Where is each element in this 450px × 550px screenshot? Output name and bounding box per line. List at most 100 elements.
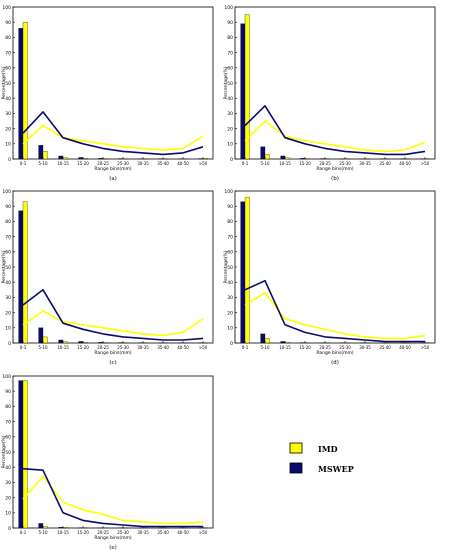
y-tick-label: 60 <box>227 250 233 256</box>
x-tick-label: 25-30 <box>117 530 129 535</box>
x-tick-label: >50 <box>199 161 208 166</box>
x-tick-label: >50 <box>199 530 208 535</box>
bar-mswep <box>260 333 266 344</box>
line-mswep <box>244 279 425 343</box>
bar-imd <box>202 158 208 160</box>
x-tick-label: 15-20 <box>299 345 311 350</box>
x-tick-label: 40-50 <box>177 530 189 535</box>
bar-imd <box>42 336 48 344</box>
x-tick-label: 35-40 <box>379 161 391 166</box>
plot-frame <box>12 6 214 160</box>
y-tick-label: 90 <box>5 389 11 395</box>
panel-b: 0 10 20 30 40 50 60 70 80 90 100 Percentage(%) 0-1 5-… <box>223 5 436 182</box>
y-tick-label: 80 <box>227 219 233 225</box>
bar-mswep <box>98 342 104 344</box>
x-tick-label: 35-40 <box>157 530 169 535</box>
y-tick-label: 70 <box>5 234 11 240</box>
y-tick-label: 20 <box>5 495 11 501</box>
y-axis-label: Percentage(%) <box>223 66 229 99</box>
y-tick-label: 70 <box>5 419 11 425</box>
bar-imd <box>82 158 88 160</box>
x-axis-label: Range bins(mm) <box>94 166 132 172</box>
plot-frame <box>234 6 436 160</box>
y-tick-label: 100 <box>2 374 11 380</box>
y-tick-label: 40 <box>227 280 233 286</box>
y-tick-label: 20 <box>227 310 233 316</box>
x-tick-label: 40-50 <box>399 345 411 350</box>
bar-imd <box>22 22 28 160</box>
x-tick-label: 10-15 <box>279 345 291 350</box>
x-tick-label: 15-20 <box>77 345 89 350</box>
y-axis-label: Percentage(%) <box>223 250 229 283</box>
bar-mswep <box>240 201 246 344</box>
y-axis-label: Percentage(%) <box>1 435 7 468</box>
bar-imd <box>284 157 290 160</box>
y-tick-label: 50 <box>5 265 11 271</box>
y-tick-label: 80 <box>5 219 11 225</box>
x-tick-label: 5-10 <box>260 345 270 350</box>
y-tick-label: 90 <box>227 204 233 210</box>
bar-mswep <box>18 210 24 344</box>
y-tick-label: 10 <box>5 511 11 517</box>
y-tick-label: 50 <box>5 81 11 87</box>
bar-imd <box>42 526 48 529</box>
panel-c: 0 10 20 30 40 50 60 70 80 90 100 Percentage(%) 0-1 5-… <box>1 189 214 366</box>
x-tick-label: 35-40 <box>379 345 391 350</box>
x-tick-label: 0-1 <box>20 530 27 535</box>
y-tick-label: 100 <box>2 5 11 11</box>
bar-imd <box>42 151 48 160</box>
x-tick-label: 10-15 <box>57 530 69 535</box>
panel-d: 0 10 20 30 40 50 60 70 80 90 100 Percentage(%) 0-1 5-… <box>223 189 436 366</box>
y-tick-label: 90 <box>5 20 11 26</box>
bar-mswep <box>78 157 84 160</box>
x-tick-label: 25-30 <box>117 345 129 350</box>
y-tick-label: 20 <box>227 126 233 132</box>
plot-frame <box>12 190 214 344</box>
y-tick-label: 0 <box>8 157 11 163</box>
y-tick-label: 30 <box>5 111 11 117</box>
y-tick-label: 50 <box>227 265 233 271</box>
x-tick-label: >50 <box>199 345 208 350</box>
x-tick-label: 5-10 <box>38 530 48 535</box>
x-tick-label: 20-25 <box>97 345 109 350</box>
x-axis-label: Range bins(mm) <box>94 535 132 541</box>
bar-mswep <box>98 158 104 160</box>
x-tick-label: 40-50 <box>399 161 411 166</box>
y-tick-label: 0 <box>8 526 11 532</box>
x-tick-label: 0-1 <box>20 161 27 166</box>
y-axis-label: Percentage(%) <box>1 66 7 99</box>
legend-swatch-mswep <box>289 462 303 474</box>
bar-mswep <box>300 158 306 160</box>
y-tick-label: 0 <box>8 341 11 347</box>
y-tick-label: 30 <box>5 295 11 301</box>
bar-mswep <box>18 380 24 529</box>
y-tick-label: 0 <box>230 341 233 347</box>
y-tick-label: 60 <box>5 66 11 72</box>
line-mswep <box>22 111 204 156</box>
line-imd <box>22 310 204 337</box>
y-tick-label: 50 <box>5 450 11 456</box>
x-tick-label: 25-30 <box>339 345 351 350</box>
y-tick-label: 40 <box>5 96 11 102</box>
line-imd <box>22 475 204 525</box>
legend-label-imd: IMD <box>318 444 338 454</box>
y-tick-label: 0 <box>230 157 233 163</box>
panel-caption: (a) <box>109 175 117 182</box>
x-axis-label: Range bins(mm) <box>316 350 354 356</box>
y-tick-label: 100 <box>224 189 233 195</box>
y-tick-label: 20 <box>5 310 11 316</box>
x-tick-label: 30-35 <box>359 161 371 166</box>
y-tick-label: 60 <box>5 250 11 256</box>
bar-mswep <box>280 155 286 160</box>
x-tick-label: >50 <box>421 161 430 166</box>
x-axis-label: Range bins(mm) <box>94 350 132 356</box>
y-tick-label: 40 <box>5 280 11 286</box>
y-tick-label: 50 <box>227 81 233 87</box>
x-tick-label: 15-20 <box>77 530 89 535</box>
y-tick-label: 60 <box>5 435 11 441</box>
x-tick-label: 10-15 <box>279 161 291 166</box>
x-tick-label: 40-50 <box>177 161 189 166</box>
x-tick-label: 5-10 <box>38 345 48 350</box>
legend-label-mswep: MSWEP <box>318 464 354 474</box>
line-mswep <box>22 467 203 528</box>
